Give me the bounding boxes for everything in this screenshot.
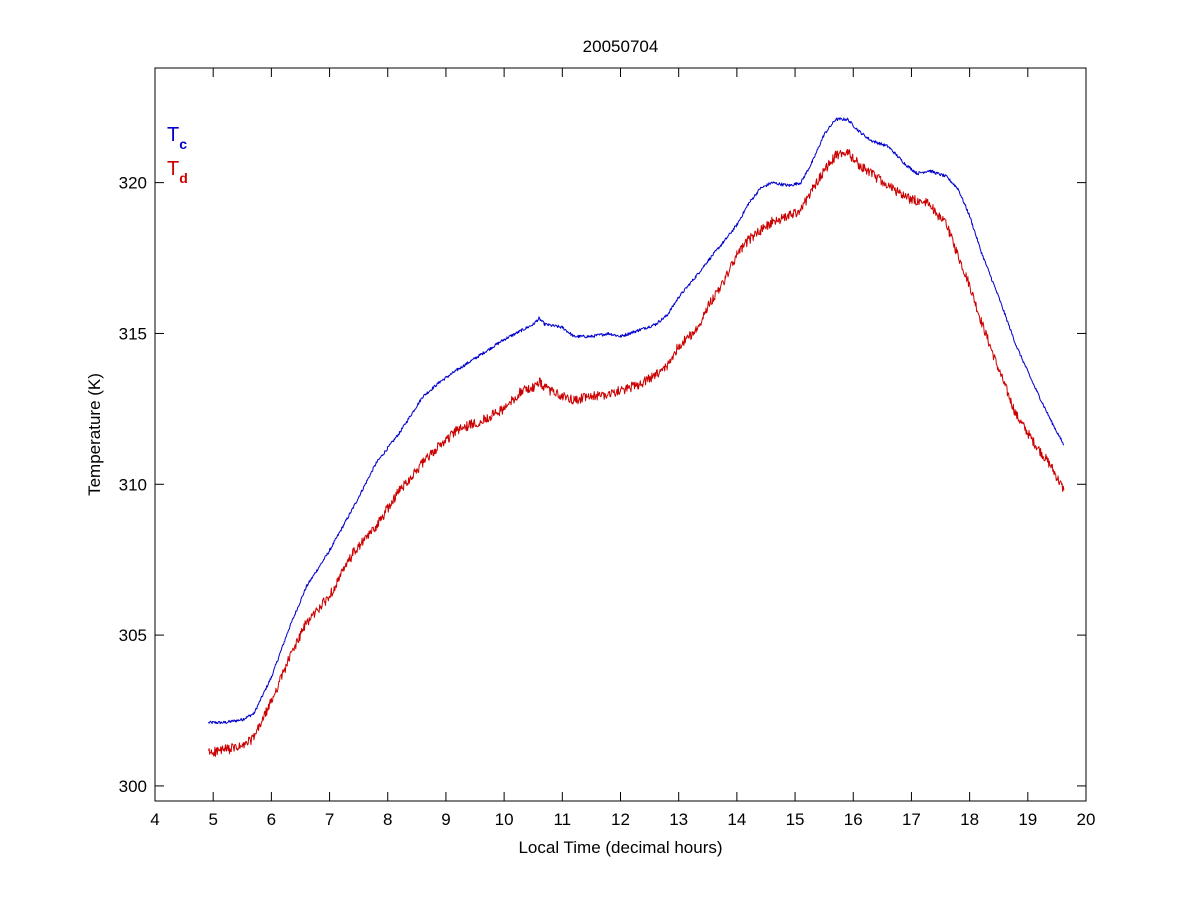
legend-entry-d: Td bbox=[167, 158, 188, 186]
y-tick-label: 315 bbox=[119, 324, 147, 343]
x-tick-label: 9 bbox=[441, 810, 450, 829]
x-tick-label: 7 bbox=[325, 810, 334, 829]
x-tick-label: 12 bbox=[611, 810, 630, 829]
series-line-2 bbox=[208, 149, 1065, 757]
x-tick-label: 18 bbox=[960, 810, 979, 829]
x-tick-label: 11 bbox=[553, 810, 571, 829]
x-tick-label: 19 bbox=[1018, 810, 1037, 829]
x-tick-label: 8 bbox=[383, 810, 392, 829]
y-axis-label: Temperature (K) bbox=[85, 373, 104, 496]
series-line-1 bbox=[208, 117, 1065, 725]
chart-title: 20050704 bbox=[583, 37, 659, 56]
x-tick-label: 10 bbox=[495, 810, 514, 829]
x-tick-label: 14 bbox=[727, 810, 746, 829]
x-tick-label: 4 bbox=[150, 810, 159, 829]
y-tick-label: 305 bbox=[119, 626, 147, 645]
y-tick-label: 300 bbox=[119, 777, 147, 796]
tick-layer: 4 5 6 7 8 9 10 11 12 13 14 15 16 17 18 19 20 300 305 310 315… bbox=[119, 68, 1096, 829]
x-tick-label: 17 bbox=[902, 810, 921, 829]
y-tick-label: 320 bbox=[119, 174, 147, 193]
x-tick-label: 20 bbox=[1077, 810, 1096, 829]
x-tick-label: 6 bbox=[267, 810, 276, 829]
x-tick-label: 16 bbox=[844, 810, 863, 829]
x-tick-label: 5 bbox=[208, 810, 217, 829]
legend-entry-c: Tc bbox=[167, 124, 187, 152]
x-tick-label: 13 bbox=[669, 810, 688, 829]
legend: Tc Td bbox=[167, 124, 188, 186]
x-tick-label: 15 bbox=[786, 810, 805, 829]
y-tick-label: 310 bbox=[119, 475, 147, 494]
x-axis-label: Local Time (decimal hours) bbox=[518, 838, 722, 857]
series-layer bbox=[208, 117, 1065, 757]
